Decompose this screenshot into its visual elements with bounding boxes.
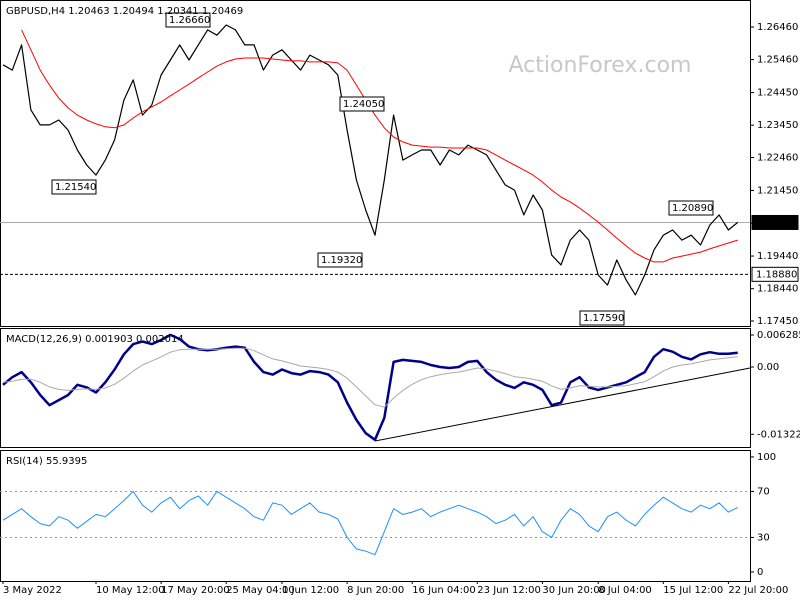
series-line — [2, 24, 739, 296]
x-tick-label: 17 May 20:00 — [161, 585, 230, 596]
annotation-box — [51, 179, 97, 195]
x-tick-label: 1 Jun 12:00 — [282, 585, 339, 596]
annotation-box — [339, 96, 385, 112]
y-tick-label: 0.006285 — [757, 330, 800, 341]
annotation: 1.24050 — [343, 99, 384, 110]
y-tick-label: -0.013223 — [757, 429, 800, 440]
panel-title: MACD(12,26,9) 0.001903 0.002014 — [6, 334, 184, 345]
y-tick-label: 100 — [757, 452, 776, 463]
y-tick-label: 1.21450 — [757, 185, 798, 196]
series-line — [21, 29, 738, 263]
panel-title: RSI(14) 55.9395 — [6, 456, 87, 467]
x-tick-label: 8 Jun 20:00 — [347, 585, 404, 596]
y-tick-label: 1.24450 — [757, 88, 798, 99]
trend-line — [374, 367, 751, 442]
annotation-box — [668, 200, 714, 216]
annotation: 1.20890 — [672, 203, 713, 214]
x-tick-label: 10 May 12:00 — [96, 585, 165, 596]
y-tick-label: 0 — [757, 567, 763, 578]
y-tick-label: 1.17450 — [757, 316, 798, 327]
annotation-box — [165, 12, 211, 28]
annotation: 1.21540 — [55, 182, 96, 193]
series-line — [2, 347, 738, 408]
x-tick-label: 23 Jun 12:00 — [477, 585, 541, 596]
annotation-box — [579, 310, 625, 326]
panel-frame — [0, 0, 751, 327]
y-tick-label: 1.19440 — [757, 251, 798, 262]
panel-frame — [0, 328, 751, 448]
y-tick-label: 1.18440 — [757, 284, 798, 295]
y-tick-label: 0.00 — [757, 362, 779, 373]
x-tick-label: 8 Jul 04:00 — [598, 585, 652, 596]
x-tick-label: 25 May 04:00 — [226, 585, 295, 596]
y-tick-label: 30 — [757, 532, 770, 543]
x-tick-label: 22 Jul 20:00 — [728, 585, 788, 596]
y-tick-label: 70 — [757, 486, 770, 497]
price-label-box — [751, 266, 799, 282]
panel-title: GBPUSD,H4 1.20463 1.20494 1.20341 1.2046… — [6, 6, 243, 17]
x-tick-label: 3 May 2022 — [3, 585, 62, 596]
x-tick-label: 15 Jul 12:00 — [663, 585, 723, 596]
series-line — [2, 490, 738, 556]
y-tick-label: 1.23450 — [757, 120, 798, 131]
annotation: 1.19320 — [321, 255, 362, 266]
x-tick-label: 30 Jun 20:00 — [542, 585, 606, 596]
panel-frame — [0, 450, 751, 582]
series-line — [2, 333, 738, 442]
watermark: ActionForex.com — [509, 53, 692, 78]
annotation: 1.26660 — [169, 15, 210, 26]
y-tick-label: 1.25460 — [757, 55, 798, 66]
x-tick-label: 16 Jun 04:00 — [412, 585, 476, 596]
annotation-box — [317, 252, 363, 268]
y-tick-label: 1.22460 — [757, 153, 798, 164]
annotation: 1.17590 — [583, 313, 624, 324]
price-label: 1.18880 — [756, 269, 797, 280]
y-tick-label: 1.26460 — [757, 22, 798, 33]
price-label: 1.20469 — [756, 217, 797, 228]
price-label-box — [751, 214, 799, 230]
